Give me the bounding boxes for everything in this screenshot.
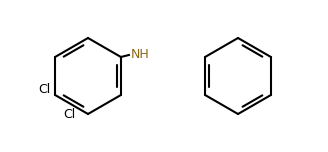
Text: Cl: Cl bbox=[38, 83, 50, 97]
Text: NH: NH bbox=[131, 48, 150, 62]
Text: Cl: Cl bbox=[64, 107, 76, 121]
